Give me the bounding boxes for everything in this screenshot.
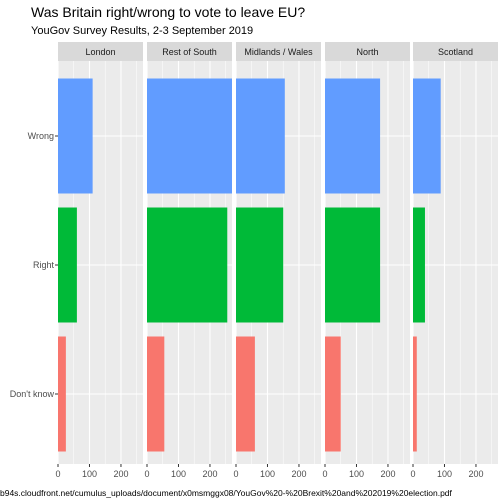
x-tick-label: 100 [260, 469, 275, 479]
facet-strip-midlands-wales [236, 42, 321, 61]
y-tick-label-right: Right [33, 260, 55, 270]
y-tick-label-wrong: Wrong [28, 131, 54, 141]
bar-midlands-wales-don-t-know [236, 336, 255, 452]
facet-strip-london [58, 42, 143, 61]
x-tick-label: 100 [349, 469, 364, 479]
chart-subtitle: YouGov Survey Results, 2-3 September 201… [31, 25, 254, 37]
bar-scotland-don-t-know [413, 336, 417, 452]
bar-north-don-t-know [325, 336, 341, 452]
bar-north-right [325, 207, 381, 323]
x-tick-label: 0 [144, 469, 149, 479]
facet-strip-scotland [413, 42, 498, 61]
x-tick-label: 0 [55, 469, 60, 479]
facet-strip-rest-of-south [147, 42, 232, 61]
y-tick-label-don-t-know: Don't know [10, 389, 55, 399]
bar-midlands-wales-wrong [236, 78, 285, 194]
bar-midlands-wales-right [236, 207, 284, 323]
bar-scotland-wrong [413, 78, 441, 194]
bar-london-wrong [58, 78, 93, 194]
source-caption: b94s.cloudfront.net/cumulus_uploads/docu… [0, 488, 452, 498]
facet-label-scotland: Scotland [438, 47, 473, 57]
facet-label-midlands-wales: Midlands / Wales [244, 47, 313, 57]
x-tick-label: 200 [380, 469, 395, 479]
facet-label-rest-of-south: Rest of South [162, 47, 217, 57]
bar-scotland-right [413, 207, 425, 323]
x-tick-label: 200 [202, 469, 217, 479]
x-tick-label: 0 [410, 469, 415, 479]
bar-rest-of-south-wrong [147, 78, 232, 194]
bar-london-don-t-know [58, 336, 66, 452]
x-tick-label: 200 [468, 469, 483, 479]
x-tick-label: 200 [291, 469, 306, 479]
chart-title: Was Britain right/wrong to vote to leave… [31, 4, 306, 20]
x-tick-label: 0 [233, 469, 238, 479]
x-tick-label: 100 [82, 469, 97, 479]
x-tick-label: 100 [171, 469, 186, 479]
bar-rest-of-south-don-t-know [147, 336, 165, 452]
x-tick-label: 0 [322, 469, 327, 479]
bar-rest-of-south-right [147, 207, 228, 323]
facet-label-london: London [85, 47, 115, 57]
bar-london-right [58, 207, 77, 323]
x-tick-label: 200 [113, 469, 128, 479]
x-tick-label: 100 [437, 469, 452, 479]
facet-strip-north [325, 42, 410, 61]
bar-north-wrong [325, 78, 381, 194]
facet-label-north: North [356, 47, 378, 57]
